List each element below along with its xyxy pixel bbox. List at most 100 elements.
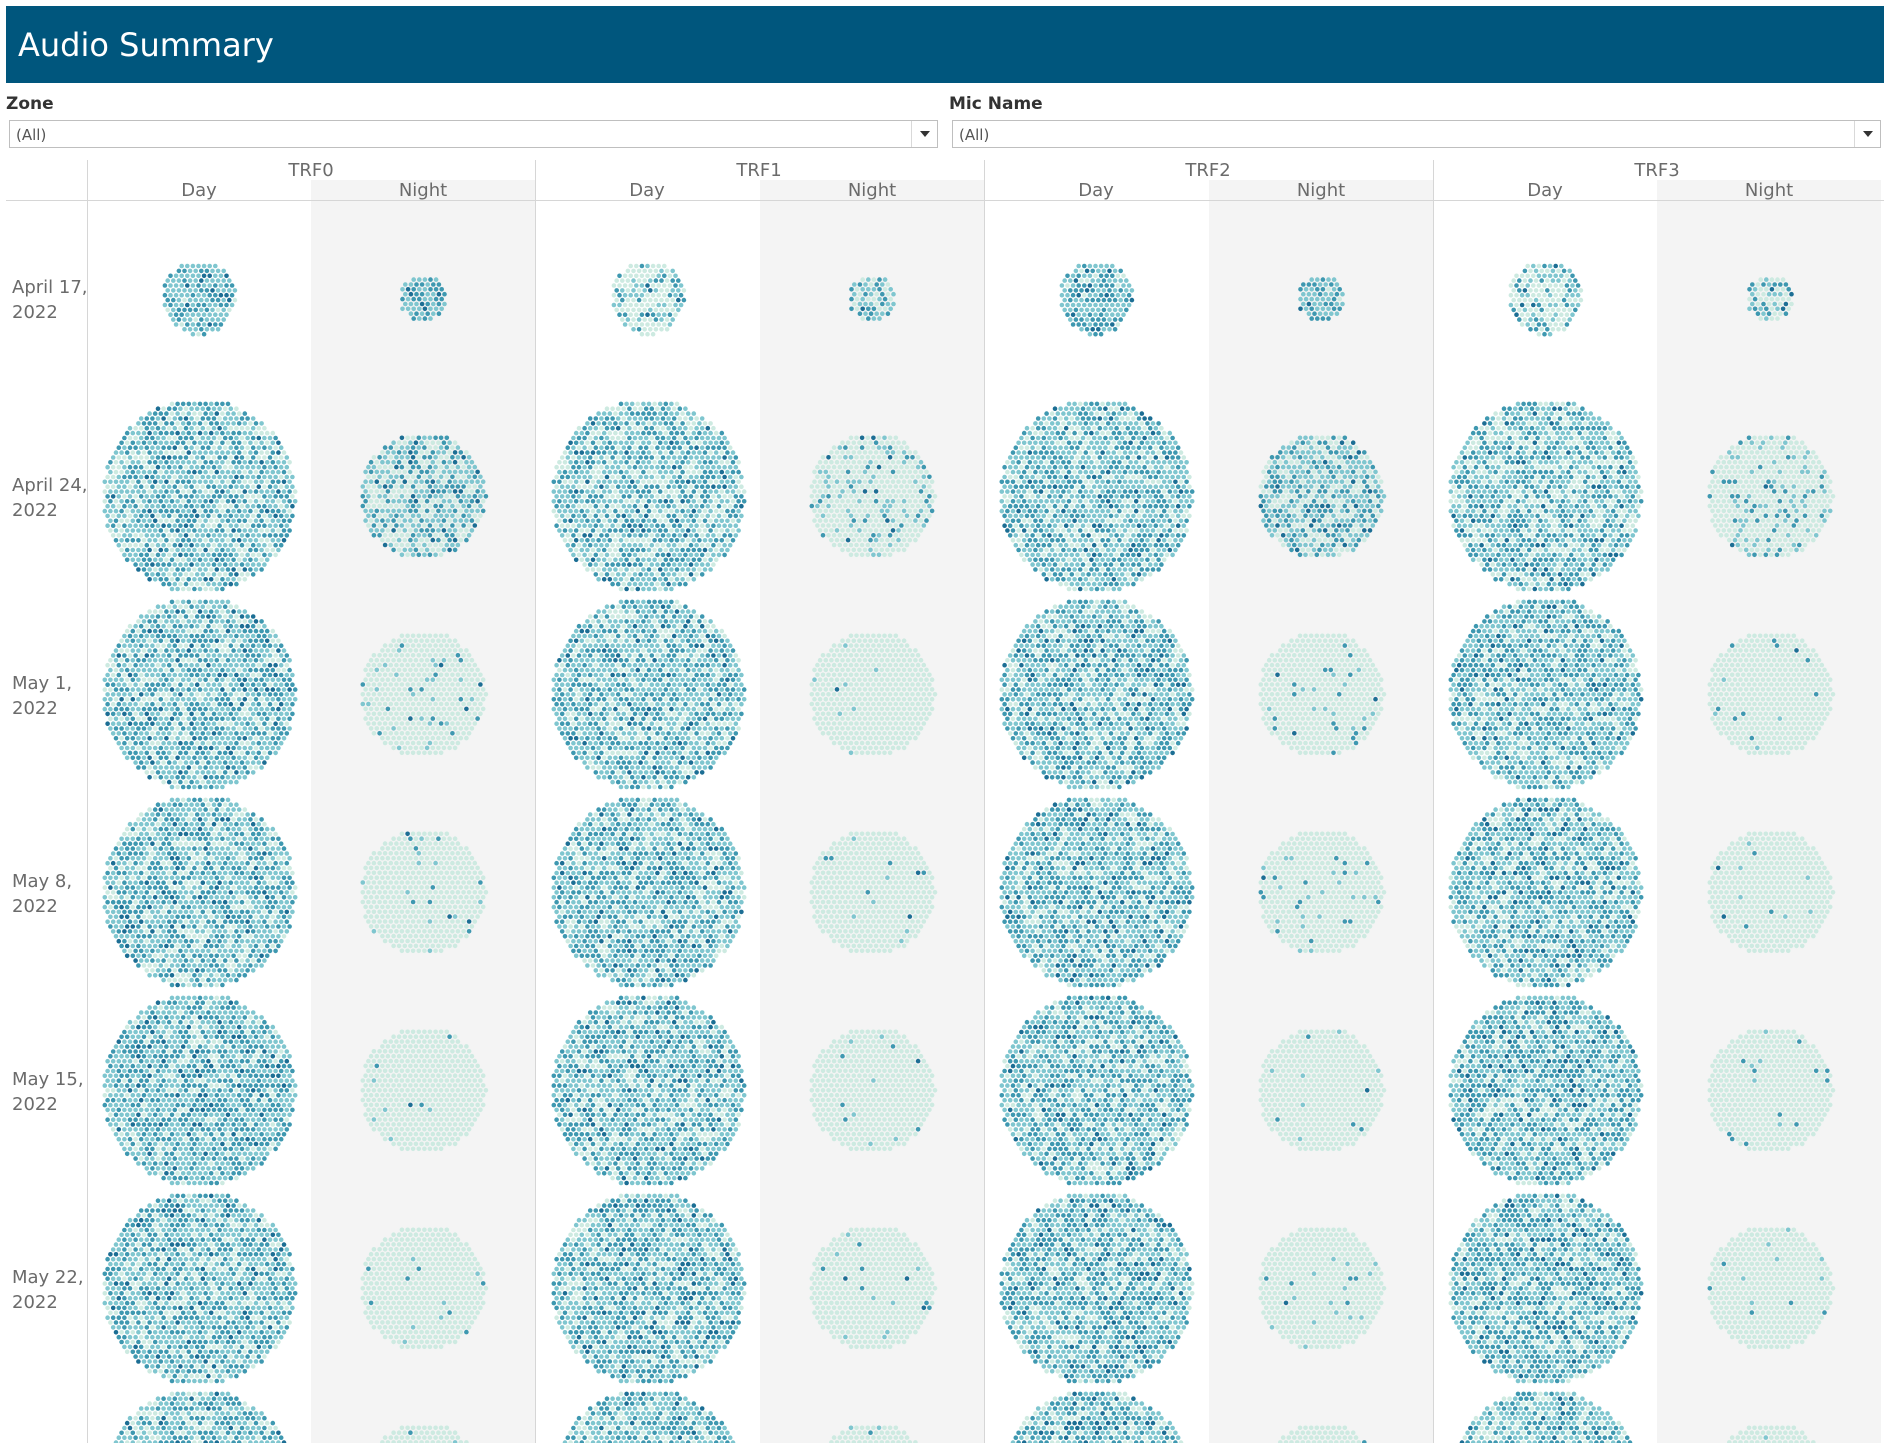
bubble-mark	[279, 445, 284, 450]
bubble-mark	[1096, 327, 1101, 332]
bubble-cluster[interactable]	[1509, 264, 1584, 337]
bubble-mark	[142, 470, 147, 475]
bubble-mark	[456, 523, 461, 528]
bubble-mark	[248, 538, 253, 543]
bubble-mark	[193, 269, 198, 274]
bubble-mark	[445, 494, 450, 499]
bubble-mark	[164, 450, 169, 455]
bubble-mark	[631, 327, 636, 332]
bubble-mark	[147, 489, 152, 494]
bubble-cluster[interactable]	[1298, 277, 1345, 321]
bubble-mark	[405, 465, 410, 470]
bubble-mark	[175, 587, 180, 592]
bubble-mark	[212, 543, 217, 548]
bubble-mark	[617, 274, 622, 279]
bubble-mark	[219, 283, 224, 288]
bubble-mark	[1781, 277, 1786, 282]
bubble-mark	[673, 293, 678, 298]
bubble-mark	[201, 514, 206, 519]
bubble-mark	[177, 278, 182, 283]
bubble-mark	[1326, 316, 1331, 321]
bubble-mark	[145, 455, 150, 460]
bubble-mark	[453, 489, 458, 494]
bubble-mark	[450, 445, 455, 450]
bubble-cluster[interactable]	[400, 277, 447, 321]
bubble-mark	[1104, 264, 1109, 269]
bubble-mark	[654, 278, 659, 283]
bubble-mark	[195, 416, 200, 421]
bubble-mark	[1758, 277, 1763, 282]
bubble-mark	[245, 426, 250, 431]
bubble-mark	[1559, 274, 1564, 279]
bubble-mark	[259, 470, 264, 475]
bubble-mark	[117, 484, 122, 489]
bubble-mark	[617, 283, 622, 288]
bubble-mark	[139, 494, 144, 499]
bubble-mark	[150, 436, 155, 441]
bubble-mark	[243, 421, 248, 426]
bubble-mark	[231, 441, 236, 446]
bubble-mark	[193, 308, 198, 313]
bubble-mark	[191, 274, 196, 279]
bubble-mark	[614, 278, 619, 283]
bubble-mark	[1074, 298, 1079, 303]
bubble-mark	[866, 287, 871, 292]
bubble-mark	[133, 504, 138, 509]
bubble-mark	[423, 316, 428, 321]
bubble-mark	[273, 484, 278, 489]
bubble-mark	[231, 460, 236, 465]
bubble-mark	[1326, 297, 1331, 302]
bubble-mark	[234, 523, 239, 528]
bubble-cluster[interactable]	[612, 264, 687, 337]
bubble-cluster[interactable]	[163, 264, 238, 337]
bubble-mark	[178, 533, 183, 538]
bubble-mark	[1523, 288, 1528, 293]
bubble-mark	[642, 288, 647, 293]
bubble-mark	[133, 455, 138, 460]
bubble-mark	[361, 494, 366, 499]
bubble-mark	[665, 288, 670, 293]
bubble-mark	[248, 558, 253, 563]
bubble-mark	[1565, 312, 1570, 317]
bubble-mark	[276, 509, 281, 514]
bubble-mark	[209, 480, 214, 485]
bubble-mark	[419, 528, 424, 533]
bubble-mark	[159, 538, 164, 543]
bubble-cluster[interactable]	[361, 436, 489, 558]
bubble-mark	[268, 553, 273, 558]
bubble-mark	[447, 440, 452, 445]
bubble-mark	[428, 316, 433, 321]
bubble-mark	[128, 553, 133, 558]
bubble-mark	[125, 480, 130, 485]
bubble-mark	[145, 416, 150, 421]
bubble-mark	[234, 436, 239, 441]
bubble-mark	[156, 533, 161, 538]
bubble-cluster[interactable]	[849, 277, 896, 321]
bubble-mark	[1761, 282, 1766, 287]
bubble-mark	[1079, 308, 1084, 313]
bubble-mark	[428, 494, 433, 499]
bubble-mark	[1337, 297, 1342, 302]
bubble-mark	[131, 509, 136, 514]
bubble-cluster[interactable]	[1060, 264, 1135, 337]
bubble-mark	[243, 499, 248, 504]
bubble-mark	[147, 548, 152, 553]
bubble-mark	[651, 274, 656, 279]
bubble-mark	[860, 287, 865, 292]
bubble-mark	[436, 499, 441, 504]
bubble-mark	[1090, 308, 1095, 313]
bubble-mark	[389, 514, 394, 519]
bubble-cluster[interactable]	[1747, 277, 1794, 321]
bubble-mark	[175, 538, 180, 543]
bubble-mark	[467, 465, 472, 470]
bubble-mark	[231, 411, 236, 416]
bubble-mark	[147, 567, 152, 572]
bubble-mark	[122, 533, 127, 538]
bubble-mark	[386, 489, 391, 494]
bubble-cluster[interactable]	[103, 402, 298, 592]
bubble-mark	[105, 475, 110, 480]
bubble-mark	[164, 421, 169, 426]
bubble-mark	[217, 514, 222, 519]
bubble-mark	[199, 327, 204, 332]
bubble-mark	[1074, 317, 1079, 322]
